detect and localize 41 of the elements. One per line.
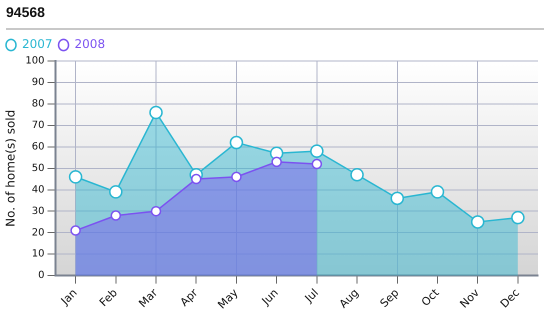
y-tick-label: 80 — [32, 98, 44, 110]
x-tick-label: Jul — [302, 286, 321, 306]
y-tick-label: 0 — [38, 270, 44, 282]
legend-label: 2007 — [22, 37, 53, 52]
point — [310, 144, 324, 158]
x-tick-label: Jan — [58, 286, 80, 308]
point — [70, 225, 81, 236]
y-tick-label: 90 — [32, 77, 44, 88]
chart-title: 94568 — [6, 4, 45, 20]
point — [110, 210, 122, 221]
point — [390, 192, 404, 206]
y-tick-label: 50 — [32, 162, 44, 174]
point — [109, 185, 123, 199]
point — [350, 168, 364, 182]
y-tick-label: 70 — [32, 120, 44, 131]
point — [511, 210, 525, 224]
point — [430, 185, 444, 199]
x-tick-label: Dec — [498, 286, 522, 310]
x-tick-label: Sep — [378, 286, 402, 310]
x-tick-label: Mar — [136, 286, 160, 310]
y-tick-label: 60 — [32, 141, 44, 152]
y-tick-label: 20 — [32, 227, 44, 238]
point — [312, 158, 322, 170]
y-tick-label: 100 — [25, 56, 44, 67]
legend-label: 2008 — [74, 37, 106, 52]
y-axis-title: No. of home(s) sold — [3, 110, 18, 227]
x-tick-label: Feb — [96, 286, 120, 310]
y-tick-label: 30 — [32, 206, 44, 217]
point — [271, 156, 282, 168]
x-tick-label: Jun — [258, 286, 281, 308]
point — [150, 206, 162, 216]
point — [470, 215, 484, 229]
point — [190, 174, 202, 184]
point — [231, 172, 242, 182]
x-tick-label: Oct — [418, 286, 442, 309]
y-tick-label: 40 — [32, 184, 44, 196]
point — [149, 106, 163, 120]
y-tick-label: 10 — [32, 248, 44, 260]
point — [230, 136, 244, 150]
x-tick-label: Apr — [178, 286, 201, 309]
point — [68, 170, 82, 184]
